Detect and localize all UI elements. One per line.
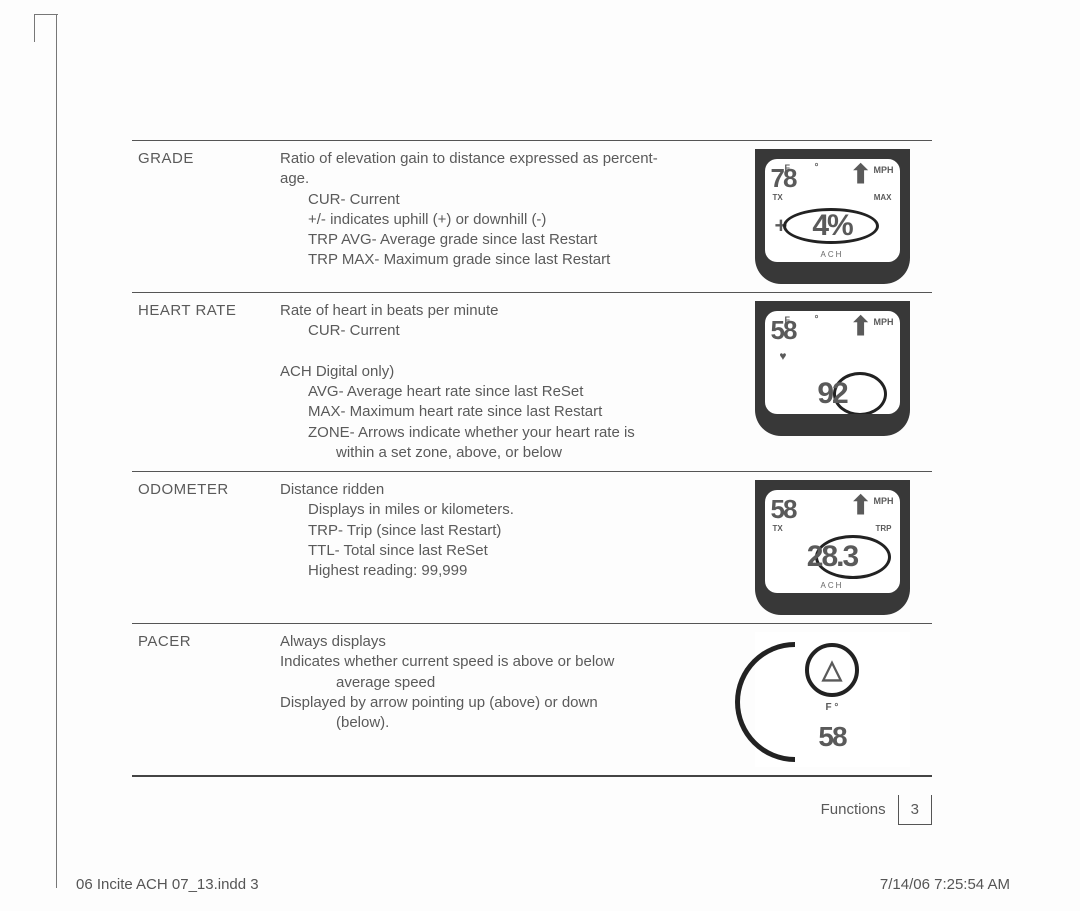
desc-line: +/- indicates uphill (+) or downhill (-): [308, 210, 726, 230]
desc-line: average speed: [336, 673, 726, 693]
sub-right-label: [889, 361, 891, 372]
function-illustration-cell: F ° 58 ♥ ⬆ MPH 92 ACH: [732, 293, 932, 472]
table-row: HEART RATERate of heart in beats per min…: [132, 293, 932, 472]
desc-line: Distance ridden: [280, 480, 726, 500]
mph-label: MPH: [874, 316, 894, 328]
function-name: GRADE: [132, 141, 274, 293]
desc-line: TTL- Total since last ReSet: [308, 541, 726, 561]
desc-line: CUR- Current: [308, 321, 726, 341]
function-name: HEART RATE: [132, 293, 274, 472]
crop-mark-vertical: [56, 14, 57, 888]
device-illustration: F ° 78 ⬆ MPH TX MAX + 4% ACH: [755, 149, 910, 284]
desc-line: Indicates whether current speed is above…: [280, 652, 726, 672]
function-description: Ratio of elevation gain to distance expr…: [274, 141, 732, 293]
function-illustration-cell: 58 ⬆ MPH TX TRP 28.3 ACH: [732, 472, 932, 624]
device-illustration: 58 ⬆ MPH TX TRP 28.3 ACH: [755, 480, 910, 615]
speed-arrow-icon: ⬆: [850, 161, 872, 187]
function-name: PACER: [132, 624, 274, 777]
device-illustration: F ° 58 ♥ ⬆ MPH 92 ACH: [755, 301, 910, 436]
pacer-reading: 58: [818, 718, 845, 756]
sub-right-label: TRP: [876, 524, 892, 535]
desc-line: Displayed by arrow pointing up (above) o…: [280, 693, 726, 713]
table-row: PACERAlways displaysIndicates whether cu…: [132, 624, 932, 777]
desc-line: [280, 342, 726, 362]
desc-line: Highest reading: 99,999: [308, 561, 726, 581]
table-row: GRADE Ratio of elevation gain to distance…: [132, 141, 932, 293]
desc-line: (below).: [336, 713, 726, 733]
device-top-reading: 58: [771, 315, 796, 345]
pacer-f-label: F °: [826, 701, 839, 715]
footer-box: Functions 3: [809, 795, 932, 825]
desc-line: Ratio of elevation gain to distance expr…: [280, 149, 726, 169]
function-description: Rate of heart in beats per minuteCUR- Cu…: [274, 293, 732, 472]
desc-line: TRP- Trip (since last Restart): [308, 521, 726, 541]
desc-line: AVG- Average heart rate since last ReSet: [308, 382, 726, 402]
ach-label: ACH: [765, 579, 900, 593]
function-illustration-cell: △ F ° 58: [732, 624, 932, 777]
desc-line: within a set zone, above, or below: [336, 443, 726, 463]
ach-label: ACH: [765, 248, 900, 262]
heart-icon: ♥: [771, 348, 796, 364]
indesign-filename: 06 Incite ACH 07_13.indd 3: [76, 876, 259, 893]
device-illustration: △ F ° 58: [755, 632, 910, 767]
device-main-reading: 4%: [812, 206, 851, 247]
pacer-arrow-icon: △: [805, 643, 859, 697]
mph-label: MPH: [874, 495, 894, 507]
device-main-reading: 28.3: [807, 537, 857, 578]
indesign-timestamp: 7/14/06 7:25:54 AM: [880, 876, 1010, 893]
desc-line: Displays in miles or kilometers.: [308, 500, 726, 520]
desc-line: MAX- Maximum heart rate since last Resta…: [308, 402, 726, 422]
speed-arrow-icon: ⬆: [850, 313, 872, 339]
footer-label: Functions: [809, 795, 898, 825]
functions-table: GRADE Ratio of elevation gain to distance…: [132, 140, 932, 777]
mph-label: MPH: [874, 164, 894, 176]
crop-mark-corner: [34, 14, 58, 42]
device-top-reading: 78: [771, 163, 796, 193]
function-illustration-cell: F ° 78 ⬆ MPH TX MAX + 4% ACH: [732, 141, 932, 293]
device-main-reading: 92: [817, 374, 846, 414]
desc-line: age.: [280, 169, 726, 189]
sub-right-label: MAX: [874, 193, 892, 204]
desc-line: ACH Digital only): [280, 362, 726, 382]
desc-line: TRP AVG- Average grade since last Restar…: [308, 230, 726, 250]
device-top-reading: 58: [771, 494, 796, 524]
function-description: Distance riddenDisplays in miles or kilo…: [274, 472, 732, 624]
function-name: ODOMETER: [132, 472, 274, 624]
table-row: ODOMETERDistance riddenDisplays in miles…: [132, 472, 932, 624]
page-content: GRADE Ratio of elevation gain to distance…: [132, 140, 932, 777]
speed-arrow-icon: ⬆: [850, 492, 872, 518]
desc-line: Always displays: [280, 632, 726, 652]
function-description: Always displaysIndicates whether current…: [274, 624, 732, 777]
desc-line: TRP MAX- Maximum grade since last Restar…: [308, 250, 726, 270]
desc-line: Rate of heart in beats per minute: [280, 301, 726, 321]
desc-line: ZONE- Arrows indicate whether your heart…: [308, 423, 726, 443]
desc-line: CUR- Current: [308, 190, 726, 210]
footer-page-number: 3: [898, 795, 932, 825]
